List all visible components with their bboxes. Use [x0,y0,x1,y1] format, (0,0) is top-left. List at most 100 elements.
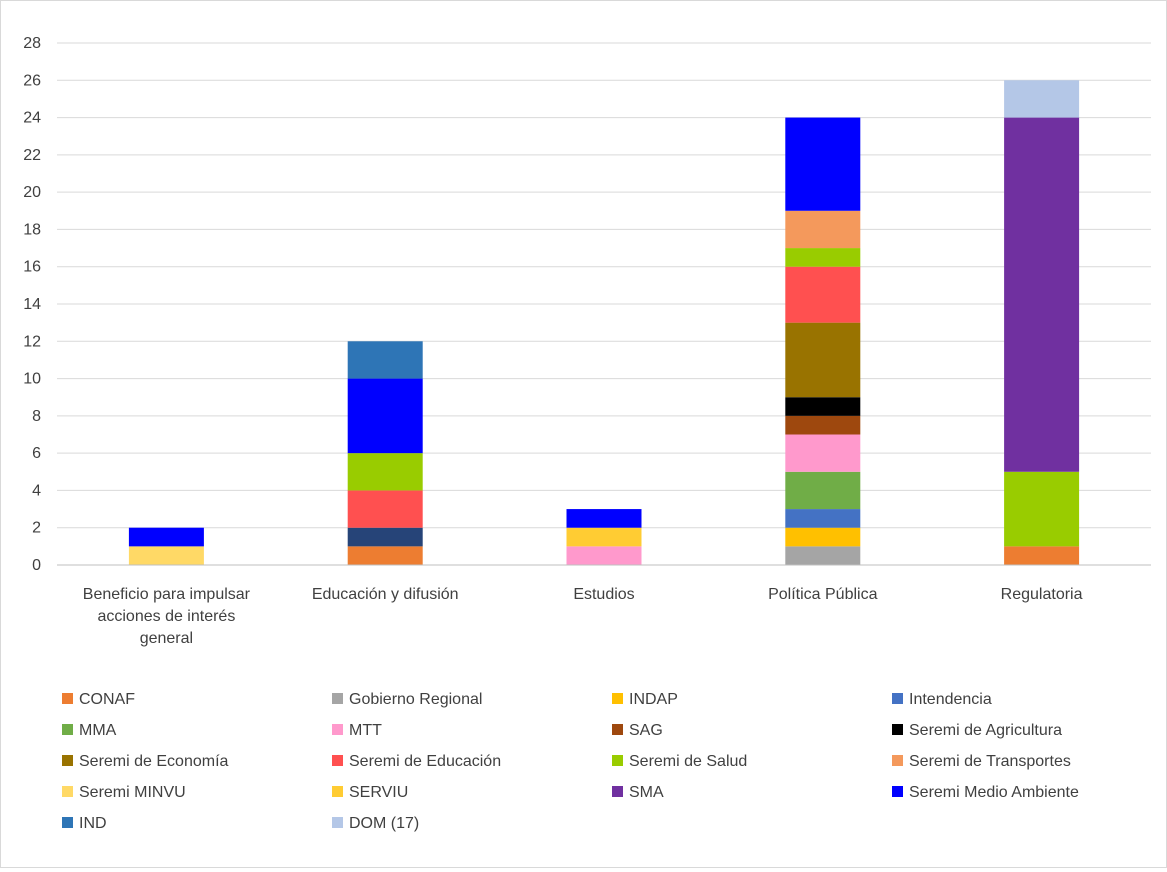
y-tick-label: 4 [32,482,41,499]
legend-label: Seremi Medio Ambiente [909,784,1079,801]
bar-segment-seremi-de-educacion [347,490,423,528]
legend-item-gobierno-regional: Gobierno Regional [332,691,482,708]
legend-swatch [892,755,903,766]
legend-swatch [612,786,623,797]
legend-item-ind: IND [62,815,107,832]
bar-segment-seremi-de-salud [347,453,423,491]
legend-label: DOM (17) [349,815,419,832]
legend-label: Seremi de Salud [629,753,747,770]
bar-segment-gobierno-regional [785,546,861,565]
legend-swatch [62,786,73,797]
y-tick-label: 6 [32,445,41,462]
category-label: Beneficio para impulsar acciones de inter… [83,586,251,647]
y-tick-label: 12 [23,333,41,350]
legend-label: Gobierno Regional [349,691,482,708]
y-tick-label: 22 [23,147,41,164]
category-label: Regulatoria [1001,586,1083,603]
bar-segment-conaf [347,546,423,565]
bar-segment-seremi-de-transportes [785,210,861,249]
bar-segment-seremi-de-economia [785,322,861,398]
legend-swatch [332,817,343,828]
legend-label: Seremi de Transportes [909,753,1071,770]
legend: CONAF Gobierno Regional INDAP Intendencia MM… [62,691,1079,832]
legend-item-dom-17: DOM (17) [332,815,419,832]
legend-item-mtt: MTT [332,722,382,739]
legend-label: MMA [79,722,117,739]
legend-label: MTT [349,722,382,739]
legend-label: Seremi MINVU [79,784,186,801]
legend-item-serviu: SERVIU [332,784,408,801]
y-tick-label: 0 [32,557,41,574]
gridlines [57,42,1151,529]
bar-segment-ind [347,341,423,379]
bar-segment-conaf [1004,546,1080,565]
y-tick-label: 26 [23,72,41,89]
legend-item-seremi-minvu: Seremi MINVU [62,784,186,801]
legend-item-indap: INDAP [612,691,678,708]
bar-segment-seremi-de-salud [785,248,861,267]
bar-segment-seremi-medio-ambiente [785,117,861,211]
legend-swatch [332,755,343,766]
legend-item-seremi-de-agricultura: Seremi de Agricultura [892,722,1062,739]
legend-swatch [612,693,623,704]
legend-swatch [332,693,343,704]
legend-label: Seremi de Educación [349,753,501,770]
legend-item-intendencia: Intendencia [892,691,992,708]
legend-swatch [62,817,73,828]
legend-item-seremi-de-economia: Seremi de Economía [62,753,229,770]
legend-label: INDAP [629,691,678,708]
legend-swatch [332,786,343,797]
legend-label: Seremi de Agricultura [909,722,1062,739]
bar-segment-mtt [566,546,642,565]
bar-segment-intendencia [785,509,861,528]
legend-item-conaf: CONAF [62,691,135,708]
y-tick-label: 20 [23,184,41,201]
legend-item-mma: MMA [62,722,117,739]
y-tick-label: 24 [23,110,41,127]
y-tick-label: 2 [32,520,41,537]
legend-label: SERVIU [349,784,408,801]
legend-swatch [612,724,623,735]
legend-swatch [332,724,343,735]
bar-segment-seremi-medio-ambiente [566,509,642,528]
legend-item-sma: SMA [612,784,664,801]
bar-segment-serviu [566,527,642,547]
bar-segment-seremi-de-salud [1004,471,1080,547]
legend-item-sag: SAG [612,722,663,739]
legend-swatch [62,693,73,704]
bar-segment-dom-17 [1004,80,1080,118]
legend-swatch [62,755,73,766]
y-tick-label: 14 [23,296,41,313]
y-tick-label: 16 [23,259,41,276]
bar-segment-seremi-de-educacion [785,266,861,323]
legend-label: CONAF [79,691,135,708]
legend-label: Seremi de Economía [79,753,229,770]
y-tick-label: 8 [32,408,41,425]
bar-segment-seremi-medio-ambiente [128,527,204,547]
y-tick-label: 28 [23,35,41,52]
legend-item-seremi-de-educacion: Seremi de Educación [332,753,501,770]
legend-item-seremi-medio-ambiente: Seremi Medio Ambiente [892,784,1079,801]
category-label: Educación y difusión [312,586,459,603]
legend-item-seremi-de-transportes: Seremi de Transportes [892,753,1071,770]
legend-label: SMA [629,784,664,801]
legend-label: SAG [629,722,663,739]
bar-segment-ind-dark [347,527,423,547]
bar-segment-seremi-minvu [128,546,204,565]
legend-swatch [892,786,903,797]
legend-label: IND [79,815,107,832]
bar-segment-seremi-medio-ambiente [347,378,423,454]
legend-swatch [892,724,903,735]
bar-segment-sag [785,415,861,435]
legend-swatch [892,693,903,704]
y-tick-label: 18 [23,221,41,238]
bar-segment-indap [785,527,861,547]
bar-segment-mtt [785,434,861,472]
legend-label: Intendencia [909,691,992,708]
category-label: Estudios [573,586,634,603]
category-label: Política Pública [768,586,877,603]
legend-swatch [62,724,73,735]
